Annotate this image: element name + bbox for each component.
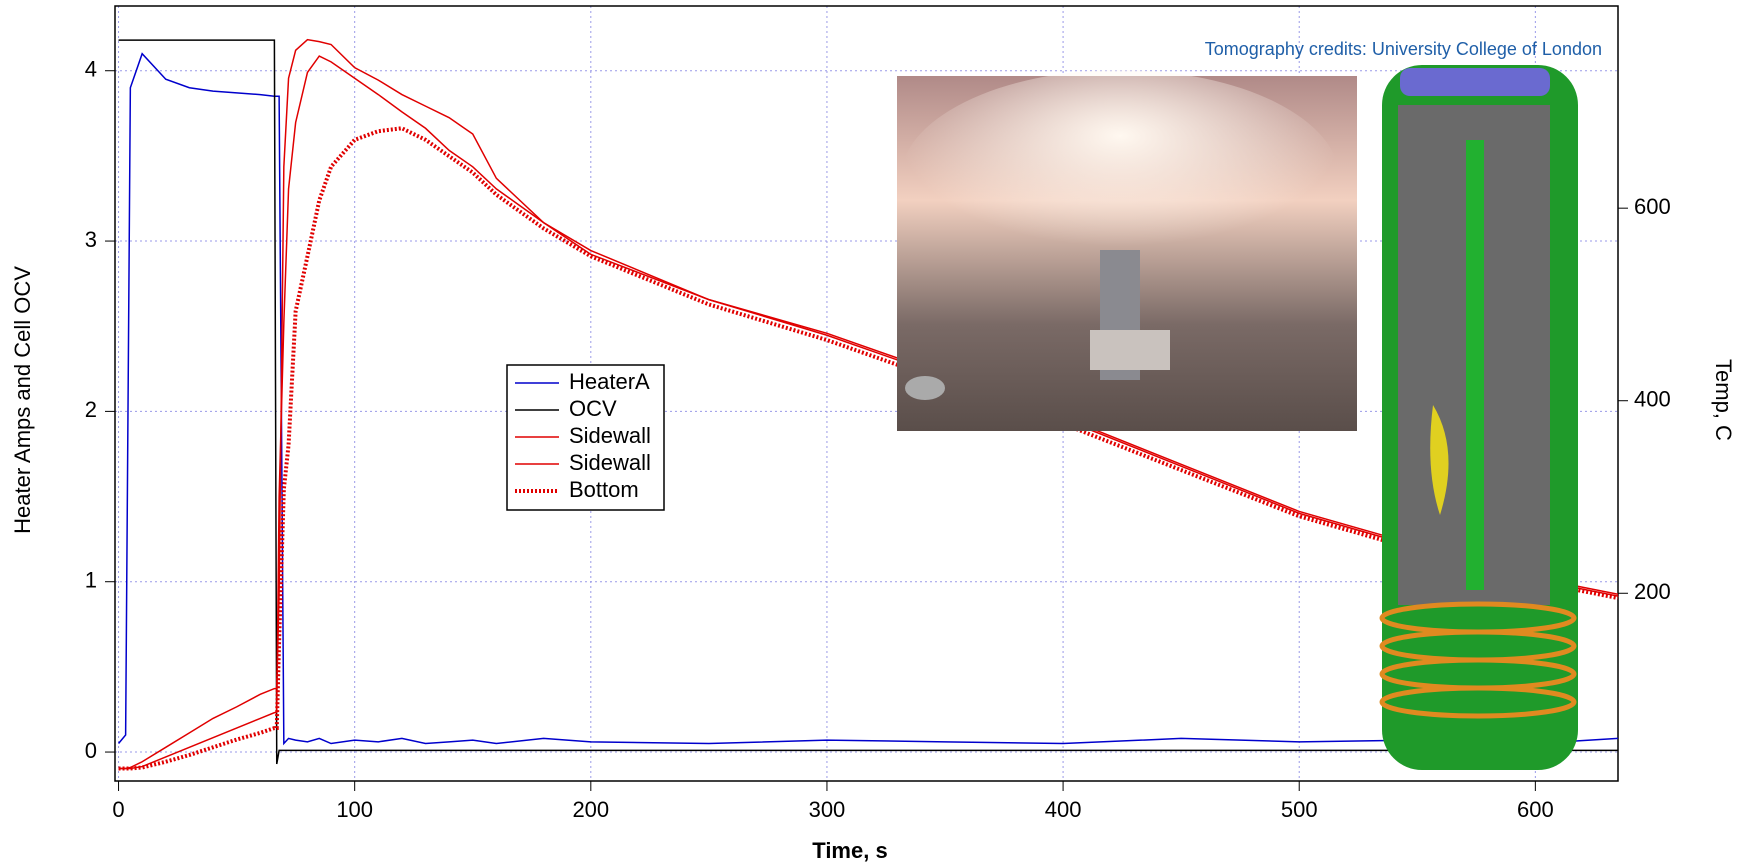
series-line [118,39,1618,765]
y-tick-label: 0 [85,738,97,763]
x-tick-label: 100 [336,797,373,822]
y-axis-label: Heater Amps and Cell OCV [10,266,35,534]
photo-inset [897,70,1357,431]
legend-label: HeaterA [569,369,650,394]
plot-frame [114,5,1619,782]
y-tick-label: 4 [85,57,97,82]
battery-render [1379,65,1578,770]
legend-label: OCV [569,396,617,421]
series-line [117,52,1619,746]
y2-tick-label: 400 [1634,387,1671,412]
x-tick-label: 500 [1281,797,1318,822]
y2-tick-label: 600 [1634,194,1671,219]
y-tick-label: 1 [85,568,97,593]
x-tick-label: 300 [809,797,846,822]
x-tick-label: 200 [572,797,609,822]
x-tick-label: 400 [1045,797,1082,822]
legend-label: Sidewall [569,450,651,475]
legend-label: Bottom [569,477,639,502]
x-tick-label: 600 [1517,797,1554,822]
y-tick-label: 3 [85,227,97,252]
x-tick-label: 0 [112,797,124,822]
y2-tick-label: 200 [1634,579,1671,604]
legend-label: Sidewall [569,423,651,448]
y-tick-label: 2 [85,397,97,422]
y2-axis-label: Temp, C [1711,359,1736,441]
annotation: Tomography credits: University College o… [1205,39,1602,59]
x-axis-label: Time, s [812,838,887,863]
